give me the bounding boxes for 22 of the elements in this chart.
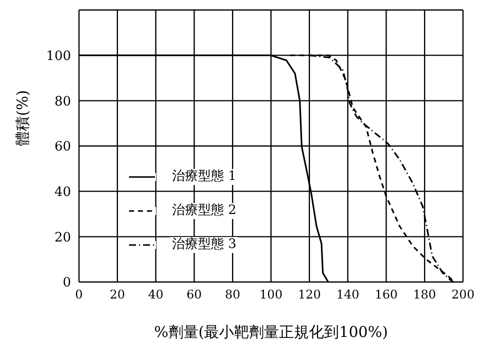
y-tick-label: 80 bbox=[54, 94, 71, 110]
x-tick-label: 160 bbox=[374, 288, 398, 302]
y-tick-label: 40 bbox=[54, 184, 71, 200]
y-tick-label: 20 bbox=[54, 230, 71, 246]
x-tick-label: 180 bbox=[413, 288, 436, 302]
x-tick-label: 200 bbox=[452, 288, 474, 302]
x-tick-label: 100 bbox=[260, 288, 282, 302]
x-tick-label: 20 bbox=[110, 288, 126, 302]
y-tick-label: 60 bbox=[54, 140, 71, 155]
x-tick-label: 60 bbox=[186, 288, 202, 302]
x-tick-label: 0 bbox=[75, 288, 83, 302]
x-tick-label: 40 bbox=[148, 288, 164, 302]
y-axis-title: 體積(%) bbox=[13, 90, 32, 146]
legend-label: 治療型態 1 bbox=[170, 169, 238, 185]
x-tick-label: 120 bbox=[298, 288, 321, 302]
y-tick-label: 100 bbox=[46, 48, 71, 64]
legend-label: 治療型態 3 bbox=[170, 237, 238, 253]
x-tick-label: 80 bbox=[224, 288, 240, 302]
legend-label: 治療型態 2 bbox=[170, 203, 238, 219]
x-axis-title: %劑量(最小靶劑量正規化到100%) bbox=[154, 323, 388, 341]
y-tick-label: 0 bbox=[62, 276, 71, 291]
x-tick-label: 140 bbox=[336, 288, 360, 302]
